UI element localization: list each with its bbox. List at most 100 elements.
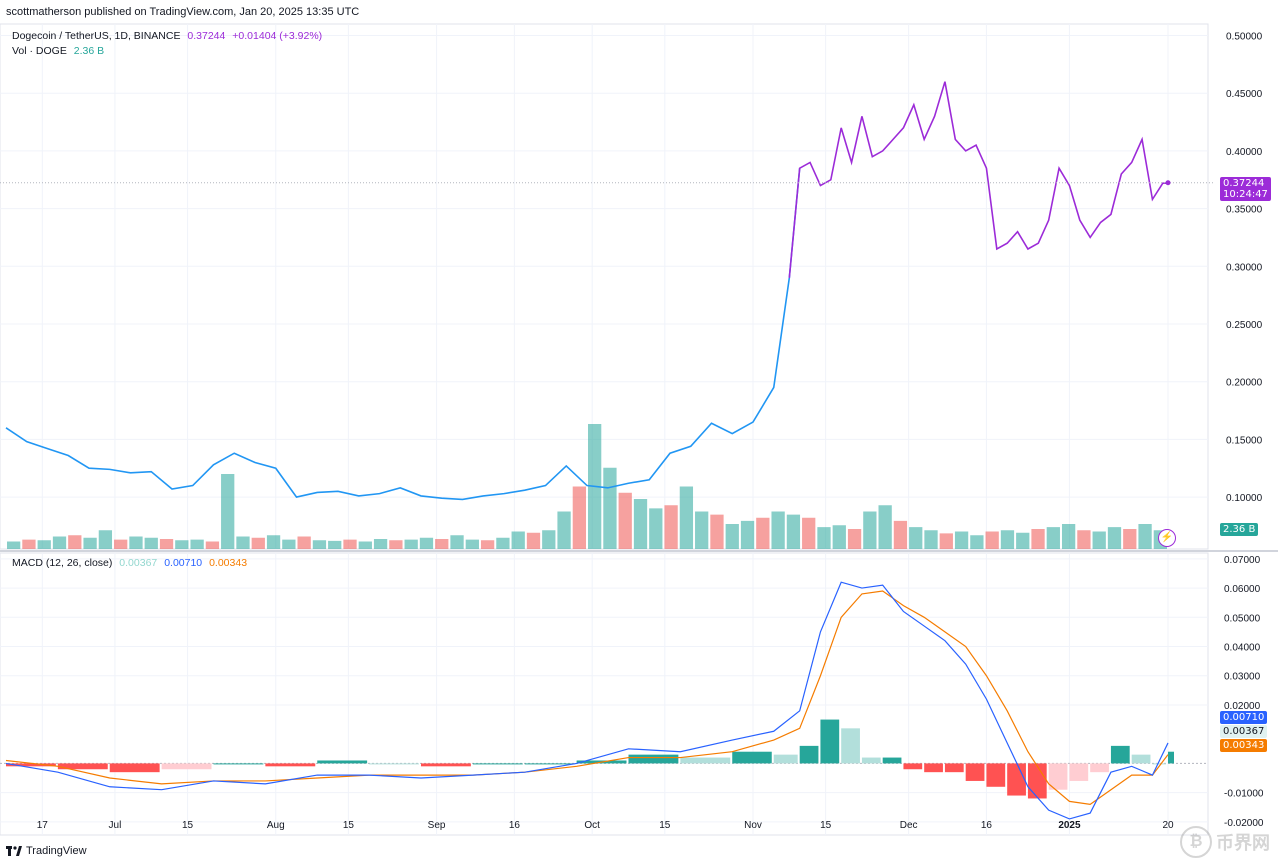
macd-hist-bar — [1131, 754, 1151, 764]
lightning-icon[interactable]: ⚡ — [1158, 529, 1176, 547]
volume-bar — [756, 517, 770, 549]
x-tick-label: 2025 — [1058, 820, 1081, 831]
macd-hist-bar — [1048, 763, 1068, 790]
macd-hist-bar — [924, 763, 943, 773]
volume-bar — [618, 492, 632, 549]
price-tick-label: 0.15000 — [1226, 435, 1263, 446]
volume-bar — [847, 529, 862, 549]
volume-bar — [832, 525, 846, 549]
volume-bar — [1107, 527, 1122, 549]
macd-tick-label: 0.04000 — [1224, 643, 1261, 654]
price-tick-label: 0.20000 — [1226, 378, 1263, 389]
volume-bar — [970, 535, 984, 549]
volume-tag: 2.36 B — [1220, 523, 1259, 536]
price-line-late — [788, 81, 1168, 278]
price-tick-label: 0.45000 — [1226, 89, 1263, 100]
macd-hist-bar — [109, 763, 160, 773]
volume-bars — [7, 424, 1167, 549]
tradingview-brand: TradingView — [26, 845, 87, 857]
volume-bar — [572, 486, 586, 549]
macd-tick-label: -0.02000 — [1224, 818, 1264, 829]
volume-bar — [786, 514, 801, 549]
volume-value: 2.36 B — [73, 45, 105, 57]
volume-bar — [817, 527, 831, 549]
price-tick-label: 0.25000 — [1226, 320, 1263, 331]
publisher-line: scottmatherson published on TradingView.… — [6, 6, 360, 18]
volume-bar — [68, 535, 82, 549]
volume-bar — [557, 511, 571, 549]
volume-bar — [98, 530, 113, 549]
macd-hist-bar — [628, 754, 679, 764]
x-tick-label: Jul — [109, 820, 122, 831]
macd-hist-bar — [213, 763, 264, 765]
x-tick-label: 16 — [509, 820, 521, 831]
volume-bar — [878, 505, 892, 549]
last-price: 0.37244 — [187, 30, 226, 42]
volume-bar — [542, 530, 556, 549]
macd-legend[interactable]: MACD (12, 26, close) 0.00367 0.00710 0.0… — [12, 557, 247, 569]
macd-hist-bar — [1090, 763, 1109, 773]
volume-bar — [373, 539, 388, 549]
x-tick-label: Dec — [900, 820, 918, 831]
macd-signal-value: 0.00343 — [209, 557, 248, 569]
volume-bar — [282, 539, 296, 549]
volume-title: Vol · DOGE — [12, 45, 67, 57]
macd-hist-bar — [1069, 763, 1089, 781]
macd-tick-label: 0.06000 — [1224, 584, 1261, 595]
volume-bar — [435, 539, 449, 549]
volume-bar — [129, 536, 143, 549]
countdown-value: 10:24:47 — [1223, 189, 1268, 200]
x-tick-label: 16 — [981, 820, 993, 831]
last-price-dot — [1165, 180, 1171, 186]
volume-bar — [1077, 530, 1091, 549]
x-tick-label: Oct — [584, 820, 600, 831]
volume-bar — [1000, 530, 1015, 549]
price-tick-label: 0.40000 — [1226, 147, 1263, 158]
macd-hist-bar — [317, 760, 368, 764]
volume-bar — [695, 511, 709, 549]
x-tick-label: 15 — [182, 820, 194, 831]
tradingview-logo[interactable]: TradingView — [6, 845, 87, 857]
volume-bar — [802, 517, 816, 549]
macd-hist-tag: 0.00367 — [1220, 725, 1268, 738]
macd-tick-label: 0.05000 — [1224, 613, 1261, 624]
volume-bar — [297, 536, 311, 549]
macd-signal-tag: 0.00343 — [1220, 739, 1268, 752]
grid-lines — [0, 23, 1278, 836]
macd-hist-bar — [965, 763, 985, 781]
volume-bar — [603, 467, 617, 549]
volume-bar — [312, 540, 327, 549]
price-tag-value: 0.37244 — [1223, 178, 1265, 189]
macd-pane — [0, 581, 1208, 820]
volume-bar — [740, 520, 755, 549]
symbol-legend[interactable]: Dogecoin / TetherUS, 1D, BINANCE 0.37244… — [12, 30, 322, 42]
signal-line — [5, 590, 1169, 805]
volume-bar — [954, 531, 969, 549]
volume-bar — [633, 499, 648, 549]
macd-hist-bar — [57, 763, 108, 770]
volume-bar — [863, 511, 877, 549]
volume-bar — [450, 535, 464, 549]
macd-hist-bar — [1110, 745, 1130, 764]
volume-bar — [1138, 524, 1152, 549]
volume-bar — [37, 540, 51, 549]
volume-bar — [1092, 531, 1106, 549]
volume-bar — [83, 537, 97, 549]
macd-hist-bar — [799, 745, 819, 764]
volume-bar — [52, 536, 67, 549]
volume-bar — [664, 505, 678, 549]
price-tick-label: 0.35000 — [1226, 205, 1263, 216]
symbol-title: Dogecoin / TetherUS, 1D, BINANCE — [12, 30, 181, 42]
volume-legend[interactable]: Vol · DOGE 2.36 B — [12, 45, 104, 57]
macd-hist-bar — [421, 763, 471, 767]
macd-hist-bar — [1027, 763, 1047, 799]
macd-hist-bar — [472, 763, 523, 765]
volume-bar — [771, 511, 785, 549]
volume-bar — [710, 514, 724, 549]
volume-bar — [465, 539, 479, 549]
watermark: ₿ 币界网 — [1180, 826, 1270, 858]
macd-hist-value: 0.00367 — [119, 557, 158, 569]
macd-line-tag: 0.00710 — [1220, 711, 1268, 724]
volume-bar — [266, 535, 281, 549]
